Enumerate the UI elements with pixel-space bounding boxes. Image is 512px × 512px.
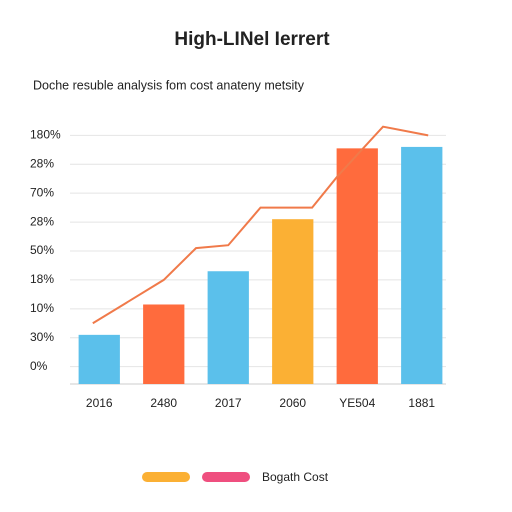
x-tick-label: 2060 <box>279 396 306 410</box>
x-tick-label: 2017 <box>215 396 242 410</box>
y-tick-label: 10% <box>30 301 54 315</box>
bar <box>207 271 249 384</box>
y-tick-label: 18% <box>30 272 54 286</box>
legend-label: Bogath Cost <box>262 470 329 484</box>
x-tick-label: 2016 <box>86 396 113 410</box>
chart-title: High-LINel Ierrert <box>174 29 330 50</box>
bar <box>78 334 120 384</box>
bar <box>143 304 185 384</box>
trend-line <box>92 125 429 325</box>
y-tick-label: 28% <box>30 156 54 170</box>
y-tick-label: 30% <box>30 330 54 344</box>
bar <box>272 219 314 384</box>
bar <box>336 148 378 384</box>
chart-subtitle: Doche resuble analysis fom cost anateny … <box>33 78 305 92</box>
x-tick-label: YE504 <box>339 396 375 410</box>
legend-swatch <box>202 472 250 482</box>
bar <box>401 146 443 384</box>
y-tick-label: 0% <box>30 359 48 373</box>
y-tick-label: 70% <box>30 185 54 199</box>
y-tick-label: 28% <box>30 214 54 228</box>
y-tick-label: 50% <box>30 243 54 257</box>
x-tick-label: 1881 <box>408 396 435 410</box>
y-tick-label: 180% <box>30 128 61 142</box>
legend-swatch <box>142 472 190 482</box>
x-tick-label: 2480 <box>150 396 177 410</box>
